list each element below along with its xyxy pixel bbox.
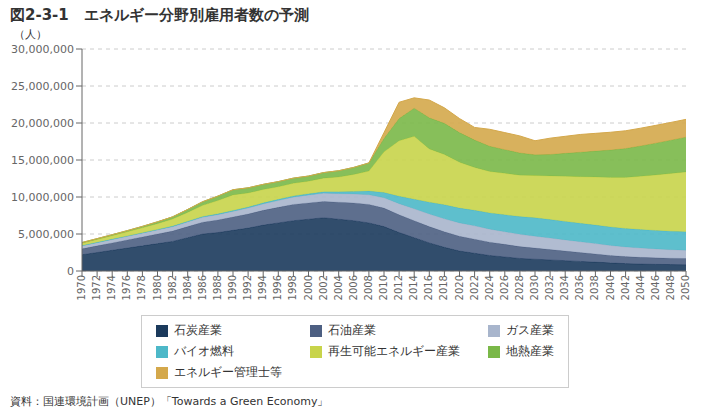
svg-text:2026: 2026 bbox=[499, 275, 510, 300]
svg-text:30,000,000: 30,000,000 bbox=[11, 43, 74, 56]
svg-text:2034: 2034 bbox=[559, 275, 570, 300]
svg-text:2032: 2032 bbox=[544, 275, 555, 300]
html-text:資料：国連環境計画（UNEP）「Towards a Gree: 資料：国連環境計画（UNEP）「Towards a Green Economy」 bbox=[10, 395, 329, 408]
svg-text:2012: 2012 bbox=[393, 275, 404, 300]
svg-text:5,000,000: 5,000,000 bbox=[18, 228, 74, 241]
html-text:再生可能エネルギー産業: 再生可能エネルギー産業 bbox=[328, 344, 460, 358]
svg-text:1986: 1986 bbox=[197, 275, 208, 300]
svg-text:2006: 2006 bbox=[348, 275, 359, 300]
svg-text:25,000,000: 25,000,000 bbox=[11, 80, 74, 93]
svg-text:2014: 2014 bbox=[408, 275, 419, 300]
svg-text:2016: 2016 bbox=[423, 275, 434, 300]
svg-text:2018: 2018 bbox=[439, 275, 450, 300]
svg-text:1982: 1982 bbox=[167, 275, 178, 300]
svg-text:1988: 1988 bbox=[212, 275, 223, 300]
svg-text:2028: 2028 bbox=[514, 275, 525, 300]
svg-text:1998: 1998 bbox=[288, 275, 299, 300]
svg-text:2048: 2048 bbox=[665, 275, 676, 300]
svg-text:1970: 1970 bbox=[76, 275, 87, 300]
svg-text:15,000,000: 15,000,000 bbox=[11, 154, 74, 167]
svg-text:1992: 1992 bbox=[242, 275, 253, 300]
svg-text:0: 0 bbox=[67, 265, 74, 278]
svg-text:2050: 2050 bbox=[680, 275, 691, 300]
svg-text:2008: 2008 bbox=[363, 275, 374, 300]
svg-text:2024: 2024 bbox=[484, 275, 495, 300]
html-text:エネルギー管理士等: エネルギー管理士等 bbox=[174, 365, 282, 379]
svg-text:2022: 2022 bbox=[469, 275, 480, 300]
svg-text:1972: 1972 bbox=[91, 275, 102, 300]
svg-text:1990: 1990 bbox=[227, 275, 238, 300]
svg-text:2038: 2038 bbox=[590, 275, 601, 300]
svg-text:2042: 2042 bbox=[620, 275, 631, 300]
svg-text:2004: 2004 bbox=[333, 275, 344, 300]
svg-text:1994: 1994 bbox=[257, 275, 268, 300]
svg-text:2030: 2030 bbox=[529, 275, 540, 300]
svg-text:1984: 1984 bbox=[182, 275, 193, 300]
html-text:石炭産業: 石炭産業 bbox=[174, 323, 222, 337]
html-text:バイオ燃料: バイオ燃料 bbox=[174, 344, 234, 358]
svg-text:2020: 2020 bbox=[454, 275, 465, 300]
html-text:図2-3-1 エネルギー分野別雇用者数の予測: 図2-3-1 エネルギー分野別雇用者数の予測 bbox=[10, 6, 309, 24]
html-text:ガス産業: ガス産業 bbox=[506, 323, 554, 337]
svg-text:1976: 1976 bbox=[121, 275, 132, 300]
svg-text:1974: 1974 bbox=[106, 275, 117, 300]
svg-text:20,000,000: 20,000,000 bbox=[11, 117, 74, 130]
svg-text:1978: 1978 bbox=[137, 275, 148, 300]
svg-text:2002: 2002 bbox=[318, 275, 329, 300]
html-text:石油産業: 石油産業 bbox=[328, 323, 376, 337]
html-text:（人）: （人） bbox=[14, 28, 47, 41]
svg-text:2010: 2010 bbox=[378, 275, 389, 300]
svg-text:2040: 2040 bbox=[605, 275, 616, 300]
svg-text:2044: 2044 bbox=[635, 275, 646, 300]
svg-text:1980: 1980 bbox=[152, 275, 163, 300]
svg-text:2000: 2000 bbox=[303, 275, 314, 300]
html-text:地熱産業: 地熱産業 bbox=[506, 344, 554, 358]
svg-text:10,000,000: 10,000,000 bbox=[11, 191, 74, 204]
svg-text:2046: 2046 bbox=[650, 275, 661, 300]
svg-text:2036: 2036 bbox=[574, 275, 585, 300]
svg-text:1996: 1996 bbox=[272, 275, 283, 300]
